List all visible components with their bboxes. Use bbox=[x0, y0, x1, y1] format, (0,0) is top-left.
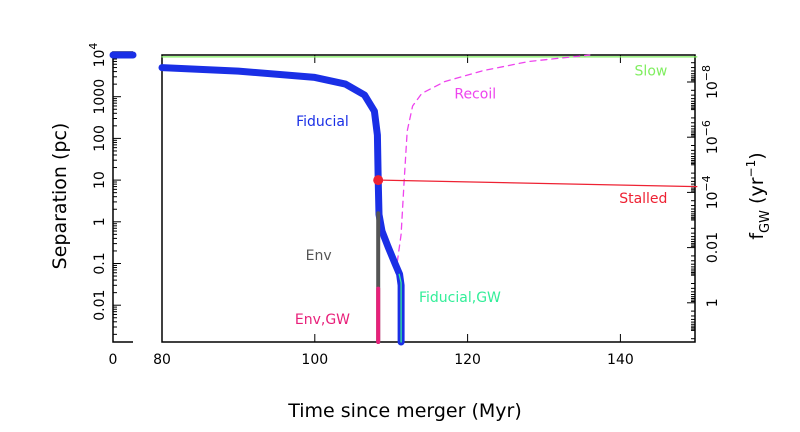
axis-ticks bbox=[113, 54, 695, 342]
y2-label-unit: (yr bbox=[746, 177, 768, 204]
main-plot-frame bbox=[161, 54, 696, 343]
annotation-env: Env bbox=[306, 248, 332, 264]
marker-stall-point bbox=[373, 175, 384, 186]
y2-tick-label: 1 bbox=[705, 298, 721, 307]
tick-labels: 0 80 100 120 140 0.01 0.1 1 10 100 1000 104 1 0.01 10−… bbox=[87, 43, 721, 368]
y-tick-label: 0.1 bbox=[92, 252, 108, 274]
y-tick-label: 1 bbox=[92, 217, 108, 226]
series-line-stalled bbox=[377, 179, 698, 188]
y-tick-label: 100 bbox=[92, 125, 108, 152]
y-tick-label: 1000 bbox=[92, 79, 108, 115]
y2-label-close: ) bbox=[746, 152, 768, 159]
annotation-stalled: Stalled bbox=[619, 191, 667, 207]
y-axis-label: Separation (pc) bbox=[49, 123, 71, 270]
y2-tick-label: 10−4 bbox=[700, 175, 721, 209]
annotation-fiducial-gw: Fiducial,GW bbox=[419, 290, 501, 306]
series-line-fiducial bbox=[158, 64, 405, 346]
x-tick-label: 80 bbox=[153, 352, 171, 368]
series-lines bbox=[109, 51, 698, 346]
annotation-recoil: Recoil bbox=[454, 87, 496, 103]
y2-tick-label: 10−8 bbox=[700, 65, 721, 99]
y2-label-exp: −1 bbox=[744, 160, 758, 178]
y2-label-sub: GW bbox=[758, 210, 773, 233]
annotations: Fiducial Recoil Slow Stalled Env Env,GW Fiduci… bbox=[295, 64, 668, 329]
y2-axis-label: fGW (yr−1) bbox=[744, 152, 773, 239]
x-axis-label: Time since merger (Myr) bbox=[287, 400, 521, 422]
annotation-fiducial: Fiducial bbox=[296, 114, 349, 130]
x-tick-label: 0 bbox=[109, 352, 118, 368]
series-line-fiducial-gw bbox=[398, 273, 402, 343]
y-tick-label: 0.01 bbox=[92, 290, 108, 321]
series-line-recoil bbox=[395, 54, 591, 274]
y-tick-label: 10 bbox=[92, 171, 108, 189]
x-tick-label: 140 bbox=[607, 352, 634, 368]
y2-tick-label: 0.01 bbox=[705, 232, 721, 263]
svg-text:fGW (yr−1): fGW (yr−1) bbox=[744, 152, 773, 239]
annotation-env-gw: Env,GW bbox=[295, 312, 350, 328]
x-tick-label: 120 bbox=[454, 352, 481, 368]
y2-label-f: f bbox=[746, 232, 768, 240]
y2-tick-label: 10−6 bbox=[700, 120, 721, 154]
y-tick-label: 104 bbox=[87, 43, 108, 68]
annotation-slow: Slow bbox=[635, 64, 668, 80]
x-tick-label: 100 bbox=[301, 352, 328, 368]
